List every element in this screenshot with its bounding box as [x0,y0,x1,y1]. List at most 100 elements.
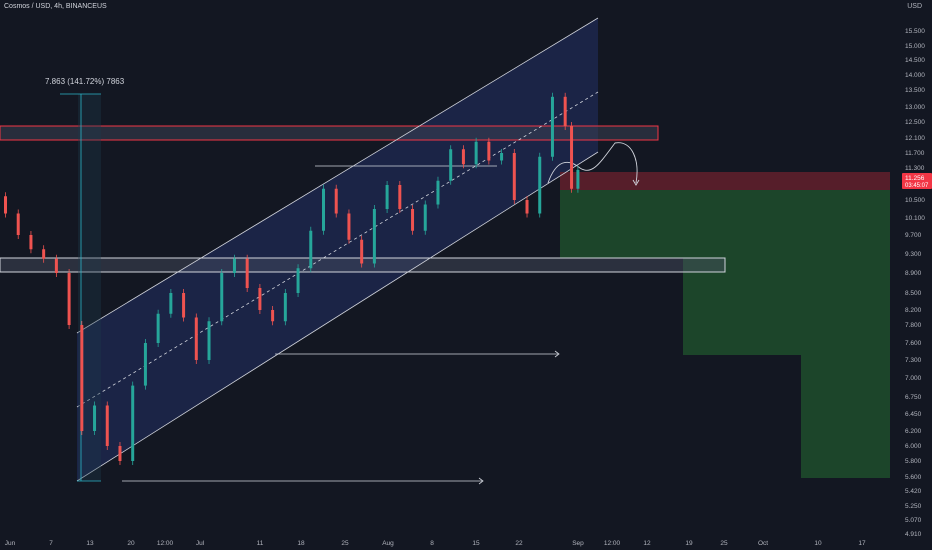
candles-layer [4,92,580,465]
candle [245,258,249,288]
candle [385,185,389,209]
candle [169,293,173,314]
price-tick-label: 7.000 [905,375,922,382]
time-tick-label: 13 [86,540,94,547]
price-tick-label: 6.200 [905,428,922,435]
candle [29,235,33,250]
price-tick-label: 8.900 [905,270,922,277]
price-tick-label: 7.600 [905,340,922,347]
candle [143,343,147,386]
candle [131,385,135,461]
currency-label: USD [907,3,922,10]
candle [296,268,300,293]
candle [449,149,453,181]
price-tick-label: 12.100 [905,135,925,142]
candle [258,288,262,310]
price-tick-label: 8.500 [905,290,922,297]
price-tick-label: 4.910 [905,531,922,538]
candle [576,169,580,189]
time-tick-label: Jun [5,540,16,547]
candle [42,249,46,259]
candle [398,185,402,209]
channel-lower-line [76,151,599,482]
candle [105,405,109,446]
time-tick-label: Jul [196,540,205,547]
time-tick-label: 10 [814,540,822,547]
candle [563,96,567,126]
time-tick-label: 8 [430,540,434,547]
candle [411,209,415,231]
candle [538,156,542,214]
price-tick-label: 13.000 [905,104,925,111]
candle [360,239,364,264]
time-tick-label: 25 [720,540,728,547]
price-axis[interactable]: 15.500 15.000 14.500 14.000 13.500 13.000 12.5… [890,0,932,550]
candle [309,230,313,269]
price-axis-background [890,0,932,550]
candle [220,273,224,322]
time-tick-label: 15 [472,540,480,547]
price-tick-label: 5.250 [905,503,922,510]
candle [322,188,325,231]
measure-range [78,94,101,481]
price-tick-label: 12.500 [905,119,925,126]
price-tick-label: 5.600 [905,474,922,481]
candle [283,293,287,322]
candle [156,313,160,343]
price-tick-label: 9.300 [905,251,922,258]
time-tick-label: 19 [685,540,693,547]
time-tick-label: 11 [257,540,264,547]
time-tick-label: 22 [515,540,523,547]
candle [347,213,351,240]
time-tick-label: 25 [341,540,349,547]
candle [80,325,84,431]
price-tick-label: 11.700 [905,150,925,157]
time-tick-label: 18 [297,540,305,547]
candle [500,153,504,161]
price-tick-label: 6.450 [905,411,922,418]
time-tick-label: 12:00 [604,540,621,547]
price-tick-label: 7.800 [905,322,922,329]
price-tick-label: 15.000 [905,43,925,50]
time-tick-label: 17 [858,540,866,547]
stop-zone [560,172,890,190]
price-tick-label: 5.800 [905,458,922,465]
candle [4,196,7,214]
price-tick-label: 10.500 [905,197,925,204]
price-tick-label: 14.500 [905,57,925,64]
candle [54,258,58,273]
time-axis[interactable]: Jun 7 13 20 12:00 Jul 11 18 25 Aug 8 15 22 Sep 12:00 12… [5,540,866,547]
price-tick-label: 6.000 [905,443,922,450]
price-tick-label: 14.000 [905,72,925,79]
measure-label: 7.863 (141.72%) 7863 [45,77,125,86]
candle [550,96,554,157]
time-tick-label: Aug [382,540,394,547]
candle [436,180,440,205]
candle [118,446,122,461]
channel-upper-line [76,17,599,334]
candle [182,293,186,318]
price-tick-label: 11.300 [905,165,925,172]
candle [474,141,478,165]
candle [423,204,427,231]
candle [487,141,491,161]
price-countdown-label: 03:45:07 [905,183,929,189]
time-tick-label: 20 [127,540,135,547]
price-tick-label: 8.200 [905,307,922,314]
candle [194,317,198,360]
candle [372,209,376,264]
projection-path [547,142,638,184]
time-tick-label: 12 [643,540,651,547]
candle [67,273,71,325]
price-tick-label: 10.100 [905,215,925,222]
current-price-label: 11.256 [905,175,925,182]
time-tick-label: 12:00 [157,540,174,547]
ray-low-2-arrow [478,477,484,485]
current-price-tag [902,173,932,189]
ray-low-1-arrow [554,350,560,358]
resistance-zone [0,125,659,141]
candle [271,310,275,322]
price-tick-label: 5.070 [905,517,922,524]
candle [334,188,338,214]
